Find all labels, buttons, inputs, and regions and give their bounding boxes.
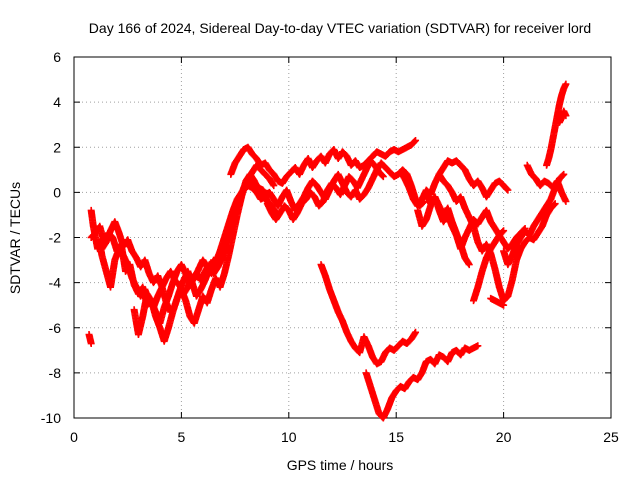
y-tick-label: 0 [53,184,61,200]
data-points [85,80,570,422]
y-tick-label: -8 [49,365,62,381]
series-18 [523,161,570,205]
data-point-marker [500,227,508,235]
data-point-marker [504,186,512,194]
y-tick-label: 6 [53,49,61,65]
data-point-marker [379,173,387,181]
axis-ticks [73,56,612,419]
y-tick-label: -10 [41,410,61,426]
y-axis-label: SDTVAR / TECUs [7,182,23,294]
y-tick-label: -4 [49,275,62,291]
x-tick-label: 10 [281,429,297,445]
data-point-marker [465,261,473,269]
x-tick-label: 0 [70,429,78,445]
data-point-marker [474,342,482,350]
data-point-marker [550,201,558,209]
series-9 [317,261,420,368]
x-tick-labels: 0 5 10 15 20 25 [70,429,619,445]
data-point-marker [562,80,570,88]
data-point-marker [562,197,570,205]
series-10 [362,342,482,422]
data-point-marker [270,182,278,190]
data-point-marker [559,171,567,179]
x-tick-label: 25 [603,429,619,445]
series-4 [98,161,278,316]
data-point-marker [87,340,95,348]
y-tick-label: 2 [53,139,61,155]
x-tick-label: 20 [496,429,512,445]
y-tick-label: 4 [53,94,61,110]
data-point-marker [562,112,570,120]
y-tick-label: -2 [49,230,62,246]
data-point-marker [412,328,420,336]
data-point-marker [500,301,508,309]
x-tick-label: 15 [388,429,404,445]
series-19 [543,80,570,169]
data-point-marker [412,136,420,144]
x-axis-label: GPS time / hours [287,457,394,473]
data-point-marker [411,137,419,145]
data-point-marker [560,170,568,178]
data-point-marker [503,185,511,193]
y-tick-label: -6 [49,320,62,336]
series-6 [227,136,420,187]
series-20 [555,107,570,126]
x-tick-label: 5 [178,429,186,445]
data-point-marker [378,172,386,180]
series-16 [487,294,508,309]
series-15 [470,227,508,305]
series-8 [263,157,387,223]
data-point-marker [499,228,507,236]
series-13 [422,188,473,269]
y-tick-labels: -10 -8 -6 -4 -2 0 2 4 6 [41,49,61,426]
chart-title: Day 166 of 2024, Sidereal Day-to-day VTE… [89,20,591,36]
series-1 [85,331,95,348]
data-point-marker [551,200,559,208]
